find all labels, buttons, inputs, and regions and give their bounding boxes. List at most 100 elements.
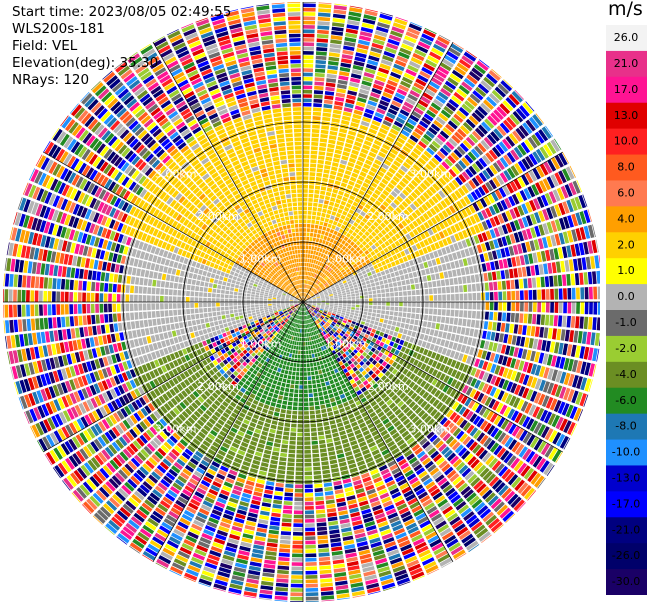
ppi-signal-gate	[341, 155, 349, 161]
ppi-noise-gate	[327, 342, 332, 348]
ppi-noise-gate	[364, 348, 370, 354]
ppi-noise-gate	[572, 375, 579, 388]
ppi-noise-gate	[351, 69, 363, 75]
ppi-noise-gate	[426, 109, 437, 118]
ppi-signal-gate	[320, 190, 326, 195]
ppi-noise-gate	[215, 533, 227, 541]
ppi-noise-gate	[179, 546, 192, 555]
ppi-noise-gate	[262, 345, 267, 350]
ppi-signal-gate	[308, 202, 313, 207]
ppi-noise-gate	[313, 103, 322, 108]
ppi-noise-gate	[305, 570, 318, 575]
ppi-noise-gate	[299, 302, 303, 306]
ppi-noise-gate	[505, 323, 510, 333]
ppi-noise-gate	[477, 211, 485, 221]
ppi-noise-gate	[159, 431, 168, 440]
ppi-signal-gate	[310, 250, 314, 255]
ppi-noise-gate	[147, 543, 160, 554]
ppi-noise-gate	[472, 90, 484, 101]
ppi-noise-gate	[385, 363, 391, 370]
ppi-noise-gate	[315, 320, 319, 324]
ppi-signal-gate	[310, 159, 317, 164]
ppi-noise-gate	[271, 99, 281, 105]
ppi-noise-gate	[160, 444, 170, 454]
ppi-noise-gate	[478, 449, 488, 460]
ppi-noise-gate	[291, 76, 301, 81]
ppi-noise-gate	[482, 361, 489, 371]
ppi-noise-gate	[490, 112, 501, 123]
ppi-signal-gate	[383, 279, 388, 284]
ppi-noise-gate	[307, 305, 311, 308]
ppi-noise-gate	[479, 486, 490, 497]
ppi-noise-gate	[494, 86, 507, 98]
ppi-noise-gate	[521, 174, 530, 186]
ppi-noise-gate	[471, 498, 483, 509]
ppi-noise-gate	[110, 333, 116, 343]
ppi-noise-gate	[224, 336, 229, 342]
ppi-noise-gate	[505, 393, 513, 405]
ppi-noise-gate	[517, 144, 527, 156]
ppi-noise-gate	[476, 464, 487, 475]
ppi-noise-gate	[327, 311, 332, 315]
ppi-noise-gate	[177, 475, 188, 484]
ppi-noise-gate	[39, 318, 44, 330]
ppi-noise-gate	[332, 559, 345, 565]
ppi-noise-gate	[514, 412, 523, 424]
ppi-noise-gate	[578, 195, 587, 209]
ppi-noise-gate	[406, 473, 417, 481]
ppi-noise-gate	[314, 81, 324, 86]
ppi-noise-gate	[421, 116, 432, 126]
ppi-noise-gate	[502, 379, 510, 390]
ppi-noise-gate	[483, 437, 493, 448]
ppi-noise-gate	[533, 422, 543, 434]
ppi-noise-gate	[579, 272, 584, 285]
ppi-noise-gate	[269, 333, 274, 338]
ppi-noise-gate	[303, 25, 315, 29]
ppi-noise-gate	[363, 72, 375, 79]
ppi-noise-gate	[517, 218, 525, 229]
ppi-noise-gate	[429, 538, 442, 548]
ppi-noise-gate	[486, 362, 493, 372]
ppi-noise-gate	[160, 551, 173, 561]
ppi-noise-gate	[481, 350, 488, 360]
ppi-noise-gate	[53, 265, 59, 277]
ppi-noise-gate	[353, 109, 363, 116]
ppi-noise-gate	[351, 516, 362, 522]
ppi-noise-gate	[323, 325, 327, 329]
ppi-noise-gate	[506, 116, 517, 128]
ppi-noise-gate	[488, 476, 500, 487]
ppi-noise-gate	[342, 335, 347, 340]
ppi-noise-gate	[499, 122, 510, 134]
ppi-noise-gate	[175, 525, 187, 534]
ppi-noise-gate	[269, 86, 279, 92]
ppi-noise-gate	[468, 70, 481, 82]
ppi-noise-gate	[553, 248, 560, 260]
ppi-signal-gate	[337, 208, 343, 214]
ppi-noise-gate	[473, 235, 480, 244]
ppi-signal-gate	[409, 260, 414, 266]
ppi-noise-gate	[535, 113, 544, 124]
ppi-noise-gate	[373, 508, 384, 516]
ppi-noise-gate	[292, 549, 303, 553]
ppi-noise-gate	[371, 42, 384, 50]
ppi-noise-gate	[137, 531, 150, 542]
ppi-noise-gate	[354, 325, 359, 330]
ppi-noise-gate	[145, 460, 155, 470]
ppi-noise-gate	[372, 38, 385, 46]
ppi-noise-gate	[49, 330, 55, 342]
ppi-noise-gate	[520, 400, 529, 412]
ppi-noise-gate	[242, 367, 248, 373]
ppi-noise-gate	[84, 258, 91, 268]
ppi-noise-gate	[379, 331, 385, 337]
ppi-noise-gate	[26, 318, 32, 331]
ppi-noise-gate	[119, 451, 129, 462]
ppi-noise-gate	[19, 260, 25, 273]
ppi-noise-gate	[378, 464, 388, 472]
ppi-noise-gate	[497, 237, 504, 248]
ppi-noise-gate	[482, 489, 493, 500]
ppi-noise-gate	[381, 496, 392, 504]
ppi-noise-gate	[236, 558, 248, 565]
ppi-noise-gate	[220, 465, 229, 473]
ppi-noise-gate	[519, 105, 530, 117]
ppi-noise-gate	[515, 127, 526, 140]
